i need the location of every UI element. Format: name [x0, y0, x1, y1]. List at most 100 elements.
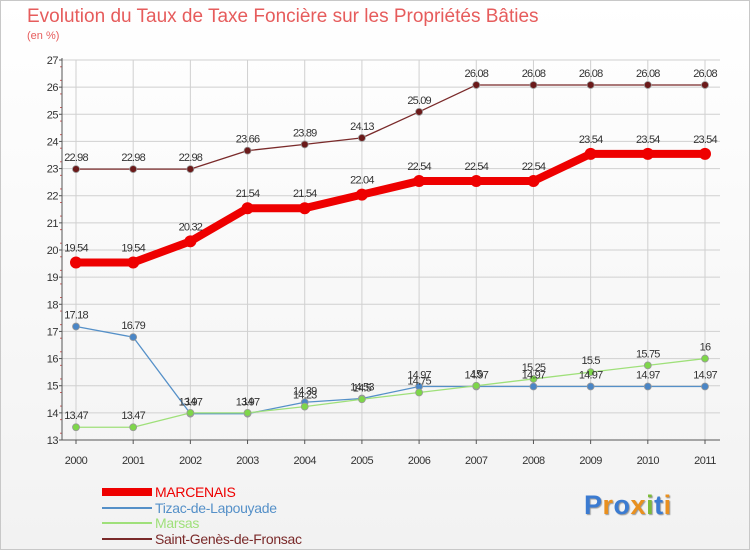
data-label: 24.13 — [350, 121, 374, 133]
data-point — [472, 81, 481, 89]
data-point — [413, 175, 426, 188]
x-tick-label: 2006 — [408, 455, 431, 467]
data-point — [643, 382, 652, 391]
data-label: 13.97 — [236, 397, 260, 409]
data-label: 15.5 — [582, 355, 601, 367]
data-point — [129, 423, 138, 432]
data-label: 13.47 — [64, 410, 88, 422]
data-point — [527, 175, 540, 188]
data-point — [186, 408, 195, 417]
y-tick-label: 26 — [47, 82, 59, 94]
data-label: 22.54 — [465, 161, 489, 173]
data-point — [186, 165, 195, 174]
y-tick-label: 18 — [47, 299, 59, 311]
data-label: 15.25 — [522, 362, 546, 374]
data-label: 23.54 — [579, 134, 603, 146]
y-tick-label: 24 — [47, 136, 59, 148]
data-point — [701, 382, 709, 391]
series-line — [72, 149, 709, 267]
data-label: 20.32 — [179, 221, 203, 233]
y-tick-label: 14 — [47, 408, 59, 420]
data-label: 13.97 — [179, 397, 203, 409]
data-label: 16 — [700, 342, 711, 354]
data-point — [72, 423, 80, 432]
x-tick-label: 2007 — [465, 455, 488, 467]
y-tick-label: 23 — [47, 164, 59, 176]
data-label: 22.98 — [121, 152, 145, 164]
legend-label: Marsas — [155, 515, 199, 531]
x-tick-label: 2011 — [694, 455, 716, 467]
data-point — [415, 388, 423, 397]
data-point — [643, 361, 652, 370]
data-label: 15 — [471, 369, 482, 381]
data-label: 22.54 — [522, 161, 546, 173]
data-label: 14.97 — [522, 370, 546, 382]
logo-letter: t — [654, 490, 664, 520]
data-point — [72, 322, 80, 331]
data-label: 22.98 — [64, 152, 88, 164]
series-0 — [72, 81, 709, 174]
data-label: 13.47 — [121, 410, 145, 422]
chart-subtitle: (en %) — [27, 30, 59, 42]
x-tick-label: 2010 — [637, 455, 660, 467]
data-label: 26.08 — [693, 68, 717, 80]
data-point — [472, 381, 481, 390]
legend: MARCENAISTizac-de-LapouyadeMarsasSaint-G… — [102, 484, 302, 547]
data-point — [127, 256, 140, 269]
data-point — [584, 147, 597, 160]
data-label: 14 — [242, 396, 253, 408]
x-tick-label: 2009 — [579, 455, 602, 467]
series-group — [70, 81, 711, 432]
y-tick-label: 19 — [47, 272, 59, 284]
y-tick-label: 15 — [47, 381, 59, 393]
data-point — [243, 146, 252, 155]
y-tick-label: 27 — [47, 55, 59, 67]
data-labels: 22.98 22.98 22.98 23.66 23.89 24.13 25.09 26.08… — [64, 68, 718, 422]
legend-label: MARCENAIS — [155, 484, 236, 500]
data-point — [300, 402, 309, 411]
x-tick-label: 2000 — [65, 455, 88, 467]
y-tick-label: 25 — [47, 109, 59, 121]
data-point — [415, 107, 423, 116]
data-point — [243, 408, 252, 417]
series-line — [75, 84, 706, 170]
x-tick-label: 2002 — [179, 455, 202, 467]
data-label: 25.09 — [407, 95, 431, 107]
data-point — [586, 368, 595, 377]
x-tick-label: 2008 — [522, 455, 545, 467]
data-point — [300, 140, 309, 149]
data-point — [529, 382, 538, 391]
data-label: 22.54 — [407, 161, 431, 173]
x-tick-label: 2001 — [122, 455, 145, 467]
data-label: 14.97 — [636, 370, 660, 382]
data-point — [129, 165, 138, 174]
y-tick-label: 22 — [47, 191, 59, 203]
data-point — [358, 395, 366, 404]
data-label: 17.18 — [64, 310, 88, 322]
data-point — [701, 354, 709, 363]
data-point — [470, 175, 483, 188]
data-label: 16.79 — [121, 320, 145, 332]
y-tick-label: 16 — [47, 354, 59, 366]
data-label: 14.39 — [293, 385, 317, 397]
logo-letter: o — [613, 490, 631, 520]
data-label: 14.75 — [407, 376, 431, 388]
data-label: 14 — [185, 396, 196, 408]
data-label: 23.89 — [293, 127, 317, 139]
data-point — [129, 333, 138, 342]
data-label: 14.53 — [350, 381, 374, 393]
data-label: 14.97 — [407, 370, 431, 382]
logo-letter: P — [584, 490, 603, 520]
data-label: 14.97 — [579, 370, 603, 382]
logo-letter: x — [630, 490, 647, 520]
data-label: 21.54 — [236, 188, 260, 200]
data-point — [643, 81, 652, 89]
legend-label: Saint-Genès-de-Fronsac — [155, 531, 302, 547]
data-label: 21.54 — [293, 188, 317, 200]
legend-label: Tizac-de-Lapouyade — [155, 500, 277, 516]
series-line — [75, 325, 706, 415]
data-point — [355, 188, 368, 201]
series-3 — [72, 354, 709, 432]
